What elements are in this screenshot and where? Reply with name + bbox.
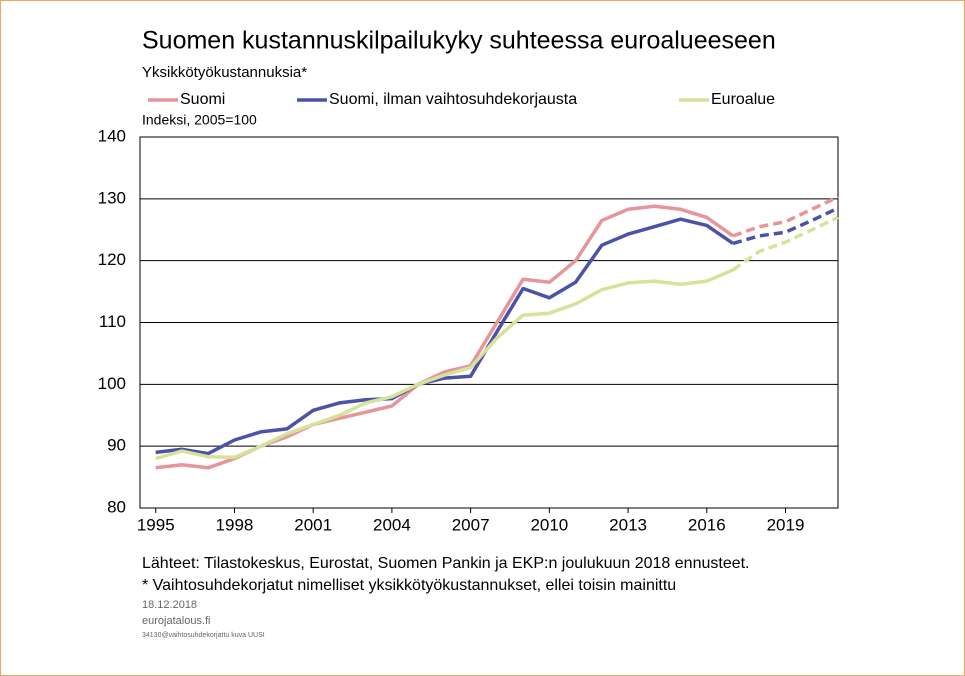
forecast-line [731, 215, 839, 272]
x-tick-label: 2004 [373, 515, 411, 534]
legend-label: Suomi, ilman vaihtosuhdekorjausta [329, 91, 577, 108]
legend-label: Euroalue [711, 91, 775, 108]
date: 18.12.2018 [142, 599, 197, 611]
y-tick-label: 90 [107, 436, 126, 455]
file-id: 34130@vaihtosuhdekorjattu kuva UUSI [142, 632, 265, 639]
y-tick-label: 130 [98, 188, 126, 207]
site: eurojatalous.fi [142, 615, 211, 627]
note: Lähteet: Tilastokeskus, Eurostat, Suomen… [142, 555, 750, 572]
x-tick-label: 2010 [530, 515, 568, 534]
y-tick-label: 120 [98, 250, 126, 269]
line [155, 217, 734, 456]
note: * Vaihtosuhdekorjatut nimelliset yksikkö… [142, 577, 676, 594]
plot-border [139, 136, 839, 509]
x-tick-label: 1995 [137, 515, 175, 534]
x-tick-label: 2001 [294, 515, 332, 534]
line [155, 204, 735, 470]
forecast-line [732, 206, 839, 246]
x-tick-label: 2016 [688, 515, 726, 534]
x-tick-label: 1998 [216, 515, 254, 534]
x-tick-label: 2019 [767, 515, 805, 534]
y-tick-label: 140 [98, 126, 126, 145]
y-tick-label: 100 [98, 374, 126, 393]
forecast-line [732, 195, 839, 238]
line [155, 268, 734, 461]
y-tick-label: 80 [107, 497, 126, 516]
chart-title: Suomen kustannuskilpailukyky suhteessa e… [142, 27, 776, 55]
x-tick-label: 2007 [452, 515, 490, 534]
subtitle: Yksikkötyökustannuksia* [142, 64, 307, 81]
x-tick-label: 2013 [609, 515, 647, 534]
y-tick-label: 110 [99, 312, 126, 331]
legend-label: Suomi [180, 91, 225, 108]
y-axis-label: Indeksi, 2005=100 [142, 112, 257, 128]
